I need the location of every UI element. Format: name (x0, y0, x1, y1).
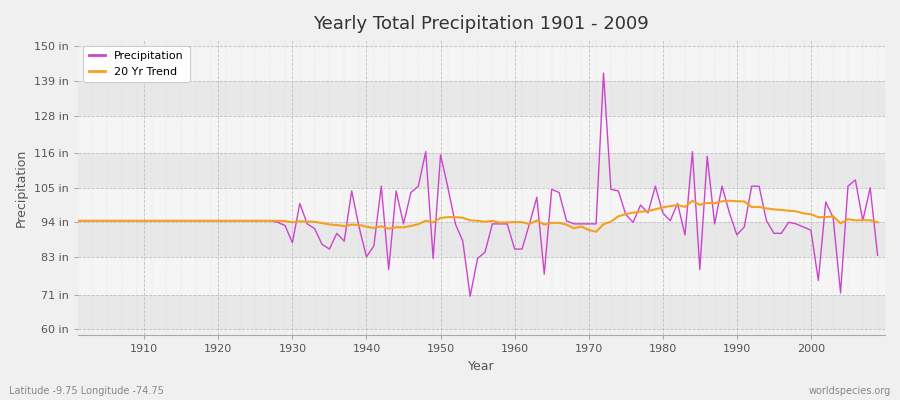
Bar (77, 294, 885, 329)
Y-axis label: Precipitation: Precipitation (15, 149, 28, 227)
Bar (77, 116, 885, 153)
Text: worldspecies.org: worldspecies.org (809, 386, 891, 396)
Bar (77, 46, 885, 81)
Bar (77, 188, 885, 222)
Text: Latitude -9.75 Longitude -74.75: Latitude -9.75 Longitude -74.75 (9, 386, 164, 396)
Bar (77, 153, 885, 188)
Bar (77, 81, 885, 116)
Bar (77, 222, 885, 257)
Title: Yearly Total Precipitation 1901 - 2009: Yearly Total Precipitation 1901 - 2009 (313, 15, 649, 33)
X-axis label: Year: Year (468, 360, 495, 373)
Legend: Precipitation, 20 Yr Trend: Precipitation, 20 Yr Trend (83, 46, 190, 82)
Bar (77, 257, 885, 294)
